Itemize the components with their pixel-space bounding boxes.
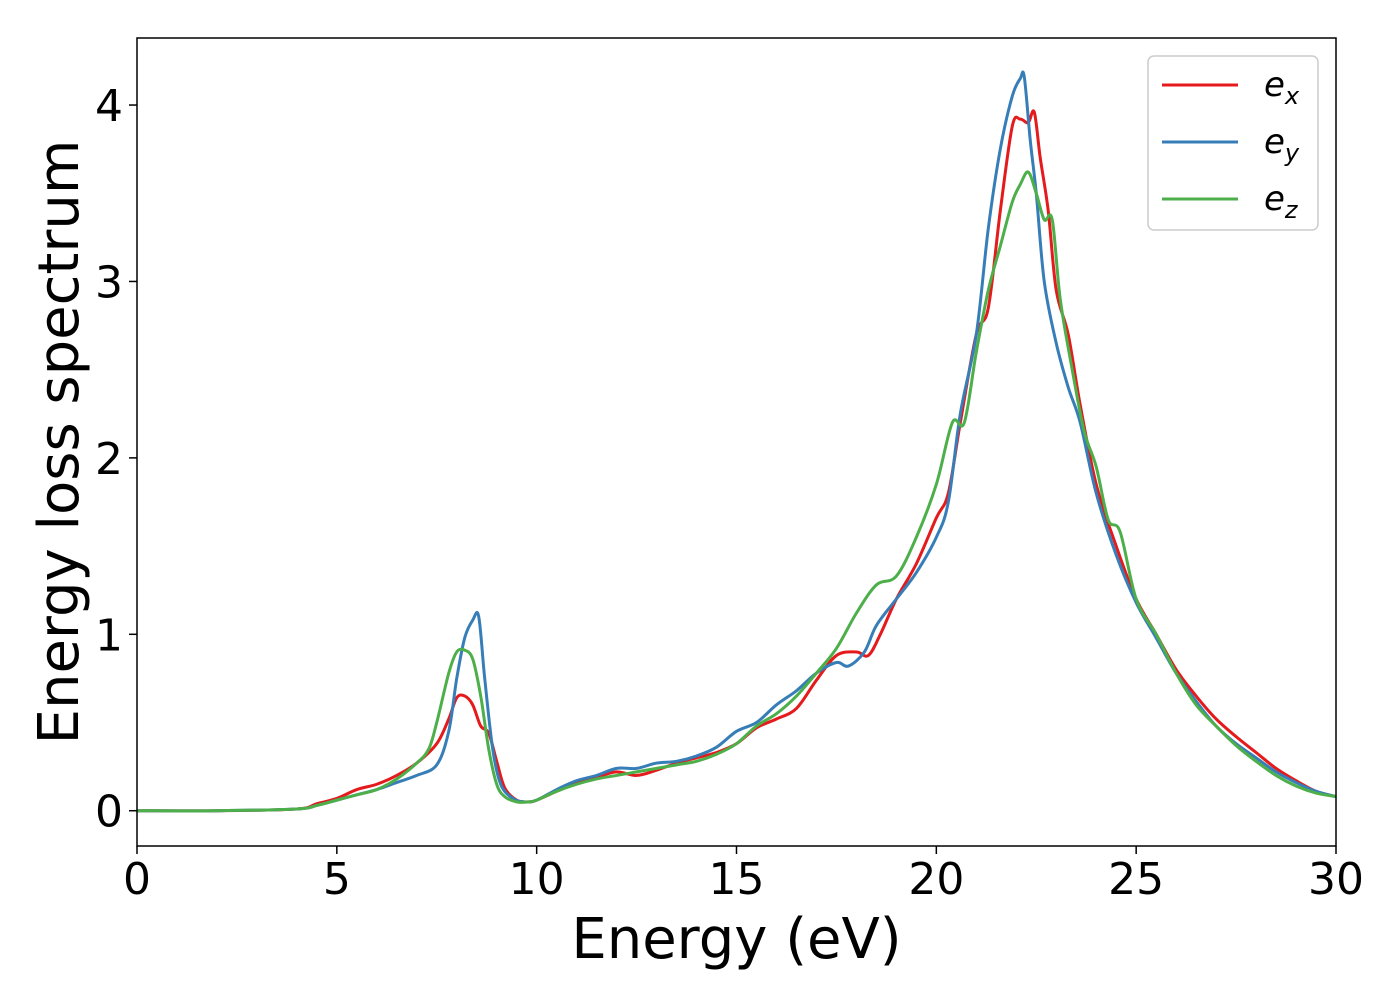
y-tick-label: 2 (95, 434, 123, 485)
y-tick-label: 0 (95, 787, 123, 838)
legend-label-z: ez (1264, 179, 1299, 224)
legend-label-base: e (1264, 179, 1285, 219)
legend-label-base: e (1264, 122, 1285, 162)
axis-ticks: 0 5 10 15 20 25 30 0 1 2 3 4 (95, 81, 1364, 905)
x-tick-label: 0 (123, 854, 151, 905)
series-lines (137, 70, 1336, 813)
y-axis-label: Energy loss spectrum (27, 140, 92, 745)
x-tick-label: 25 (1108, 854, 1164, 905)
x-tick-label: 15 (709, 854, 765, 905)
legend-label-subscript: z (1284, 196, 1299, 224)
legend-label-subscript: x (1284, 82, 1300, 110)
x-tick-label: 5 (323, 854, 351, 905)
x-tick-label: 20 (908, 854, 964, 905)
legend-label-y: ey (1264, 122, 1300, 167)
legend-label-subscript: y (1284, 139, 1300, 167)
series-line-z (137, 170, 1336, 813)
x-tick-label: 30 (1308, 854, 1364, 905)
y-tick-label: 3 (95, 257, 123, 308)
series-line-y (137, 70, 1336, 813)
x-axis-label: Energy (eV) (571, 907, 901, 972)
y-tick-label: 4 (95, 81, 123, 132)
x-tick-label: 10 (509, 854, 565, 905)
legend-label-x: ex (1264, 65, 1300, 110)
legend-label-base: e (1264, 65, 1285, 105)
y-tick-label: 1 (95, 610, 123, 661)
